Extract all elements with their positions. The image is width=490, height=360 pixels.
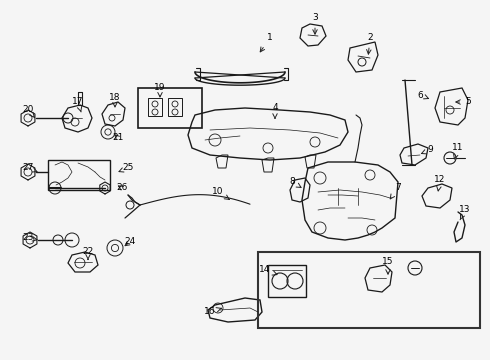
Text: 22: 22 [82, 248, 94, 260]
Text: 18: 18 [109, 94, 121, 107]
Text: 12: 12 [434, 175, 446, 191]
Text: 27: 27 [23, 163, 37, 172]
Text: 16: 16 [204, 307, 221, 316]
Bar [48, 160, 110, 190]
Bar [268, 265, 306, 297]
Text: 4: 4 [272, 104, 278, 118]
Text: 1: 1 [260, 33, 273, 52]
Text: 13: 13 [459, 206, 471, 220]
Bar [148, 98, 162, 116]
Text: 26: 26 [116, 184, 128, 193]
Bar [168, 98, 182, 116]
Text: 8: 8 [289, 177, 301, 188]
Bar [138, 88, 202, 128]
Bar [258, 252, 480, 328]
Text: 19: 19 [154, 84, 166, 97]
Text: 10: 10 [212, 188, 229, 199]
Text: 17: 17 [72, 98, 84, 112]
Text: 11: 11 [452, 144, 464, 159]
Text: 7: 7 [390, 184, 401, 199]
Text: 6: 6 [417, 90, 429, 99]
Text: 25: 25 [119, 163, 134, 172]
Text: 2: 2 [367, 33, 373, 54]
Text: 15: 15 [382, 257, 394, 274]
Text: 3: 3 [312, 13, 318, 34]
Text: 24: 24 [124, 238, 136, 247]
Text: 20: 20 [23, 105, 34, 117]
Text: 21: 21 [112, 134, 123, 143]
Text: 5: 5 [456, 98, 471, 107]
Text: 23: 23 [23, 234, 37, 243]
Text: 14: 14 [259, 266, 277, 275]
Text: 9: 9 [421, 145, 433, 154]
